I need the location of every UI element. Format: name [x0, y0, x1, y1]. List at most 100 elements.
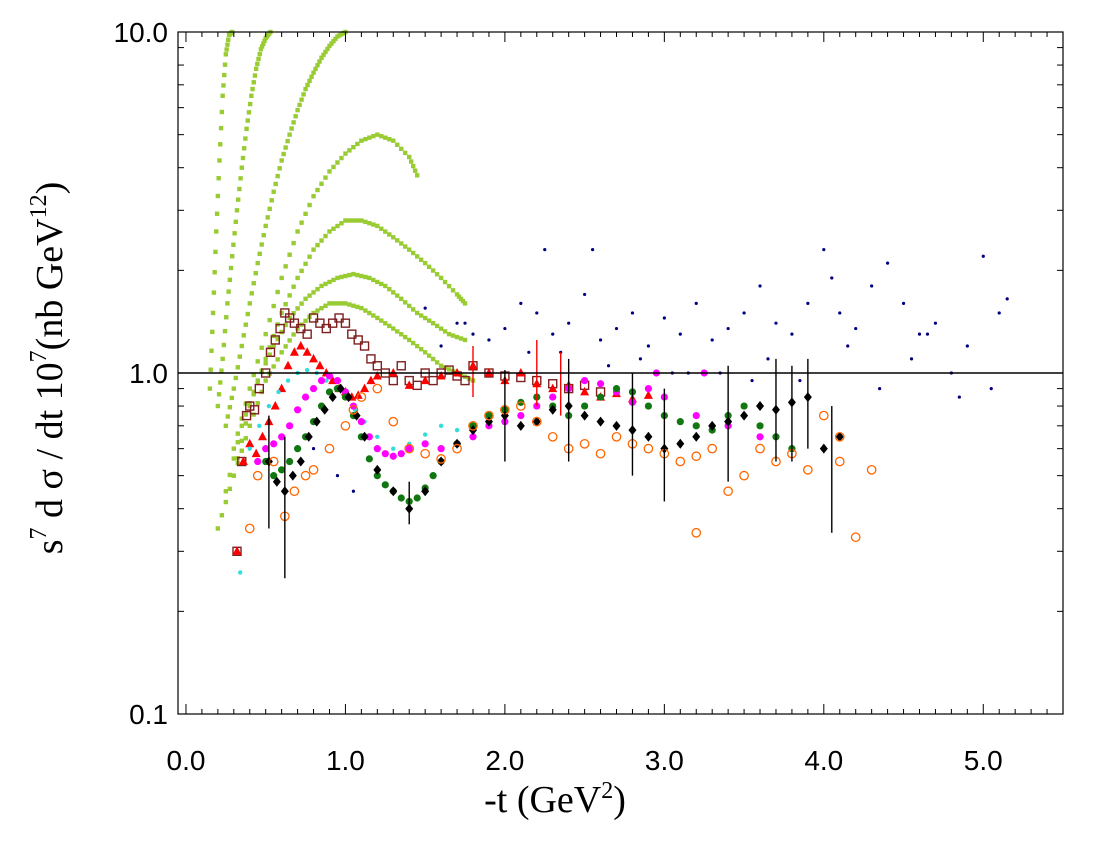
green-squares-point	[387, 323, 392, 329]
green-squares-point	[343, 218, 348, 223]
brown-open-squares-point	[359, 341, 370, 351]
green-squares-point	[327, 43, 332, 49]
green-squares-point	[391, 138, 396, 143]
green-squares-point	[456, 294, 462, 299]
brown-open-squares-point	[321, 323, 331, 334]
green-squares-point	[434, 272, 440, 277]
navy-dots-point	[646, 344, 651, 348]
green-squares-point	[223, 52, 229, 57]
orange-open-circles-point	[484, 410, 494, 421]
green-squares-point	[233, 375, 239, 381]
red-triangles-point	[283, 360, 293, 370]
green-squares-point	[351, 271, 356, 277]
black-diamonds-point	[389, 486, 398, 497]
navy-dots-point	[830, 276, 834, 280]
navy-dots-point	[790, 332, 794, 336]
green-squares-point	[399, 146, 404, 152]
cyan-dots-point	[454, 427, 460, 433]
green-squares-point	[218, 142, 223, 147]
magenta-dots-point	[270, 440, 278, 448]
green-squares-point	[253, 66, 259, 71]
orange-open-circles-point	[818, 410, 829, 421]
green-squares-point	[227, 405, 233, 410]
green-squares-point	[239, 448, 244, 453]
green-squares-point	[255, 378, 260, 383]
green-squares-point	[303, 296, 308, 302]
green-squares-point	[299, 97, 304, 102]
green-squares-point	[407, 337, 412, 343]
green-squares-point	[446, 367, 452, 372]
navy-dots-point	[806, 301, 810, 305]
navy-dots-point	[694, 301, 698, 305]
green-squares-point	[325, 46, 330, 52]
green-squares-point	[228, 265, 234, 271]
green-squares-point	[256, 56, 261, 62]
navy-dots-point	[981, 254, 985, 258]
magenta-dots-point	[405, 445, 413, 453]
magenta-dots-point	[317, 376, 326, 385]
green-squares-point	[220, 356, 225, 362]
green-squares-point	[307, 293, 312, 298]
black-diamonds-point	[835, 431, 844, 442]
orange-open-circles-point	[300, 470, 311, 481]
green-squares-point	[214, 211, 220, 216]
orange-open-circles-point	[388, 416, 399, 427]
green-squares-point	[399, 241, 404, 246]
green-squares-point	[351, 218, 356, 223]
orange-open-circles-point	[739, 470, 749, 481]
green-squares-point	[231, 242, 236, 247]
green-dots-point	[596, 393, 605, 401]
green-squares-point	[251, 392, 256, 397]
green-squares-point	[323, 49, 328, 55]
green-squares-point	[279, 275, 284, 281]
green-squares-point	[454, 334, 460, 340]
green-squares-point	[375, 132, 380, 137]
navy-dots-point	[822, 248, 826, 252]
green-squares-point	[287, 252, 292, 257]
cyan-dots-point	[324, 378, 329, 383]
navy-dots-point	[527, 350, 531, 354]
green-squares-point	[237, 186, 242, 192]
green-squares-point	[411, 250, 416, 256]
green-squares-point	[301, 92, 306, 97]
cyan-dots-point	[422, 432, 428, 437]
green-squares-point	[305, 82, 310, 88]
green-squares-point	[363, 136, 368, 142]
green-squares-point	[297, 102, 302, 108]
green-squares-point	[295, 275, 300, 281]
green-squares-point	[319, 181, 324, 187]
green-squares-point	[331, 164, 336, 170]
green-squares-point	[363, 308, 368, 313]
green-squares-point	[225, 414, 231, 419]
magenta-dots-point	[333, 376, 342, 385]
green-squares-point	[234, 208, 240, 213]
navy-dots-point	[519, 301, 523, 305]
navy-dots-point	[423, 306, 427, 310]
green-squares-point	[458, 336, 464, 341]
green-squares-point	[271, 303, 276, 309]
black-diamonds-point	[676, 438, 685, 449]
green-squares-point	[383, 135, 388, 140]
green-squares-point	[255, 260, 260, 266]
navy-dots-point	[726, 326, 730, 331]
green-squares-point	[251, 281, 256, 286]
green-squares-point	[222, 62, 228, 67]
green-squares-point	[224, 315, 229, 320]
magenta-dots-point	[309, 385, 318, 393]
orange-open-circles-point	[691, 451, 702, 462]
magenta-dots-point	[293, 406, 302, 414]
green-squares-point	[438, 326, 444, 331]
green-squares-point	[339, 221, 344, 226]
green-squares-point	[252, 73, 258, 78]
green-squares-point	[283, 145, 288, 150]
green-squares-point	[287, 315, 292, 321]
green-squares-point	[247, 101, 253, 107]
green-squares-point	[303, 261, 308, 266]
orange-open-circles-point	[643, 443, 654, 454]
green-squares-point	[237, 354, 242, 359]
red-triangles-point	[270, 401, 280, 410]
green-dots-point	[692, 422, 700, 430]
green-squares-point	[426, 353, 432, 358]
green-squares-point	[293, 114, 298, 119]
black-diamonds-point	[296, 456, 305, 467]
